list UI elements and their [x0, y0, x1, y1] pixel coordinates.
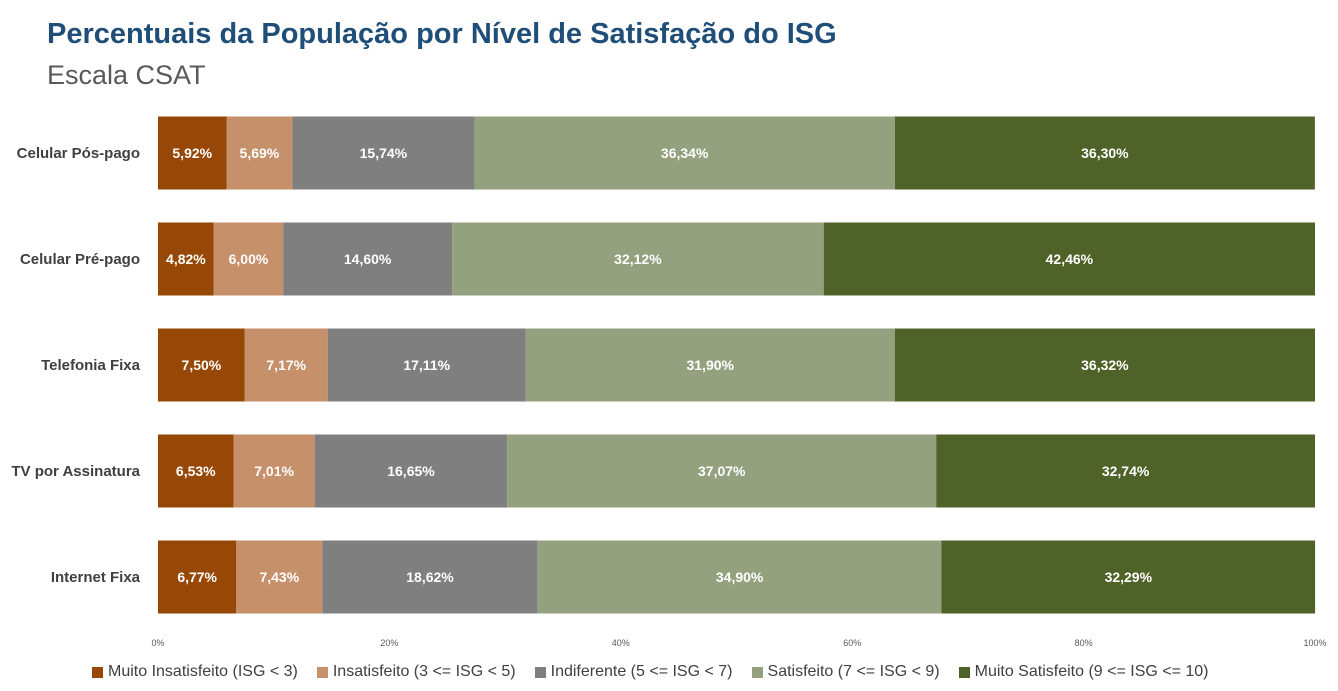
bar-segment: [314, 434, 508, 508]
category-label: TV por Assinatura: [11, 463, 140, 480]
legend-item: Muito Insatisfeito (ISG < 3): [92, 663, 298, 681]
legend-swatch: [92, 666, 103, 678]
x-tick-label: 40%: [612, 638, 630, 648]
data-label: 6,77%: [177, 569, 217, 585]
bar-segment: [823, 222, 1315, 296]
bar-segment: [158, 116, 227, 190]
bar-segment: [158, 540, 237, 614]
legend-item: Insatisfeito (3 <= ISG < 5): [316, 663, 516, 681]
legend-item: Indiferente (5 <= ISG < 7): [534, 663, 733, 681]
data-label: 7,01%: [254, 463, 294, 479]
legend-swatch: [534, 666, 546, 678]
legend-label: Satisfeito (7 <= ISG < 9): [767, 663, 940, 680]
bar-segment: [474, 116, 895, 190]
bar-segment: [213, 222, 284, 296]
x-tick-label: 60%: [843, 638, 861, 648]
bar-segment: [292, 116, 475, 190]
category-label: Telefonia Fixa: [41, 357, 141, 374]
bar-segment: [941, 540, 1316, 614]
data-label: 5,92%: [172, 145, 212, 161]
data-label: 32,29%: [1105, 569, 1153, 585]
data-label: 6,53%: [176, 463, 216, 479]
bar-segment: [233, 434, 315, 508]
legend-item: Muito Satisfeito (9 <= ISG <= 10): [958, 663, 1209, 681]
x-tick-label: 80%: [1075, 638, 1093, 648]
data-label: 18,62%: [406, 569, 454, 585]
bar-segment: [158, 222, 214, 296]
data-label: 6,00%: [229, 251, 269, 267]
legend-swatch: [751, 666, 763, 678]
bar-segment: [226, 116, 293, 190]
data-label: 36,30%: [1081, 145, 1129, 161]
data-label: 36,32%: [1081, 357, 1129, 373]
data-label: 14,60%: [344, 251, 392, 267]
bar-segment: [236, 540, 323, 614]
data-label: 42,46%: [1046, 251, 1094, 267]
legend-label: Muito Satisfeito (9 <= ISG <= 10): [974, 663, 1209, 680]
legend-label: Indiferente (5 <= ISG < 7): [550, 663, 733, 680]
data-label: 7,43%: [259, 569, 299, 585]
x-tick-label: 100%: [1303, 638, 1326, 648]
chart-subtitle: Escala CSAT: [47, 60, 206, 90]
category-label: Celular Pós-pago: [17, 145, 140, 162]
data-label: 32,74%: [1102, 463, 1150, 479]
bar-segment: [158, 328, 245, 402]
data-label: 32,12%: [614, 251, 662, 267]
bar-segment: [244, 328, 328, 402]
chart-legend: Muito Insatisfeito (ISG < 3) Insatisfeito…: [92, 663, 1209, 681]
legend-label: Muito Insatisfeito (ISG < 3): [108, 663, 298, 680]
data-label: 7,50%: [182, 357, 222, 373]
legend-label: Insatisfeito (3 <= ISG < 5): [332, 663, 516, 680]
data-label: 31,90%: [686, 357, 734, 373]
bar-segment: [327, 328, 526, 402]
data-label: 17,11%: [403, 357, 450, 373]
data-label: 34,90%: [716, 569, 764, 585]
legend-swatch: [316, 666, 328, 678]
bar-segment: [936, 434, 1315, 508]
category-label: Internet Fixa: [51, 569, 141, 586]
category-label: Celular Pré-pago: [20, 251, 140, 268]
x-tick-label: 0%: [151, 638, 164, 648]
data-label: 15,74%: [360, 145, 408, 161]
bar-segment: [158, 434, 234, 508]
legend-swatch: [958, 666, 970, 678]
bar-segment: [322, 540, 538, 614]
data-label: 5,69%: [240, 145, 280, 161]
bar-segment: [283, 222, 453, 296]
bar-segment: [507, 434, 937, 508]
data-label: 37,07%: [698, 463, 746, 479]
data-label: 16,65%: [387, 463, 435, 479]
bar-segment: [894, 328, 1315, 402]
bar-segment: [894, 116, 1315, 190]
bar-segment: [452, 222, 824, 296]
bar-segment: [537, 540, 942, 614]
x-tick-label: 20%: [380, 638, 398, 648]
data-label: 4,82%: [166, 251, 206, 267]
data-label: 36,34%: [661, 145, 709, 161]
chart-title: Percentuais da População por Nível de Sa…: [47, 18, 837, 50]
data-label: 7,17%: [266, 357, 306, 373]
bar-segment: [525, 328, 895, 402]
legend-item: Satisfeito (7 <= ISG < 9): [751, 663, 940, 681]
